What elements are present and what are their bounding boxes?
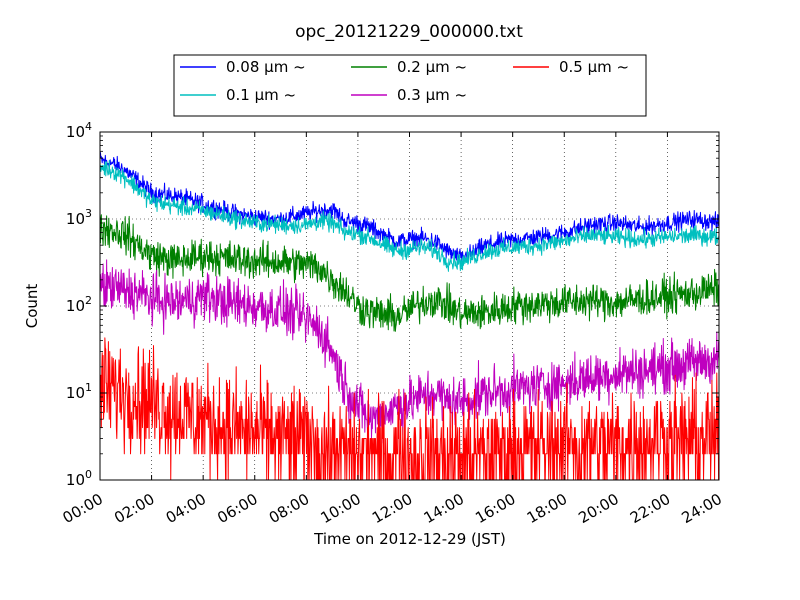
y-tick-exponent: 0 [85, 468, 92, 481]
y-tick-label: 101 [66, 381, 92, 402]
chart-title: opc_20121229_000000.txt [295, 22, 523, 42]
y-tick-exponent: 4 [85, 120, 92, 133]
legend-label: 0.2 μm ~ [397, 58, 467, 76]
y-tick-exponent: 1 [85, 381, 92, 394]
y-tick-base: 10 [66, 471, 85, 489]
x-tick-labels: 00:00 02:00 04:00 06:00 08:00 10:00 12:00 14:00… [60, 490, 725, 527]
y-tick-label: 100 [66, 468, 92, 489]
x-axis-label: Time on 2012-12-29 (JST) [313, 530, 506, 548]
y-tick-base: 10 [66, 123, 85, 141]
series-line [99, 259, 720, 444]
x-tick-label: 14:00 [421, 490, 467, 527]
plot-area [99, 131, 720, 481]
series-line [99, 214, 720, 332]
x-tick-label: 08:00 [266, 490, 312, 527]
y-tick-label: 103 [66, 207, 92, 228]
x-tick-label: 20:00 [575, 490, 621, 527]
x-tick-label: 16:00 [472, 490, 518, 527]
y-tick-label: 102 [66, 294, 92, 315]
x-tick-label: 00:00 [60, 490, 106, 527]
series-line [99, 160, 720, 272]
ticks [99, 131, 720, 481]
x-tick-label: 18:00 [524, 490, 570, 527]
legend: 0.08 μm ~ 0.1 μm ~ 0.2 μm ~ 0.3 μm ~ 0.5 μm … [173, 54, 647, 117]
legend-label: 0.1 μm ~ [226, 86, 296, 104]
y-tick-base: 10 [66, 210, 85, 228]
x-tick-label: 02:00 [111, 490, 157, 527]
x-tick-label: 22:00 [627, 490, 673, 527]
y-tick-exponent: 3 [85, 207, 92, 220]
x-tick-label: 04:00 [163, 490, 209, 527]
legend-box [173, 54, 647, 117]
y-axis-label: Count [23, 284, 41, 329]
y-tick-label: 104 [66, 120, 92, 141]
x-tick-label: 12:00 [369, 490, 415, 527]
x-tick-label: 06:00 [214, 490, 260, 527]
legend-label: 0.5 μm ~ [559, 58, 629, 76]
x-tick-label: 24:00 [679, 490, 725, 527]
series-layer [99, 151, 720, 481]
x-tick-label: 10:00 [317, 490, 363, 527]
legend-label: 0.08 μm ~ [226, 58, 306, 76]
y-tick-base: 10 [66, 384, 85, 402]
y-tick-base: 10 [66, 297, 85, 315]
series-line [99, 337, 720, 481]
y-tick-exponent: 2 [85, 294, 92, 307]
legend-label: 0.3 μm ~ [397, 86, 467, 104]
